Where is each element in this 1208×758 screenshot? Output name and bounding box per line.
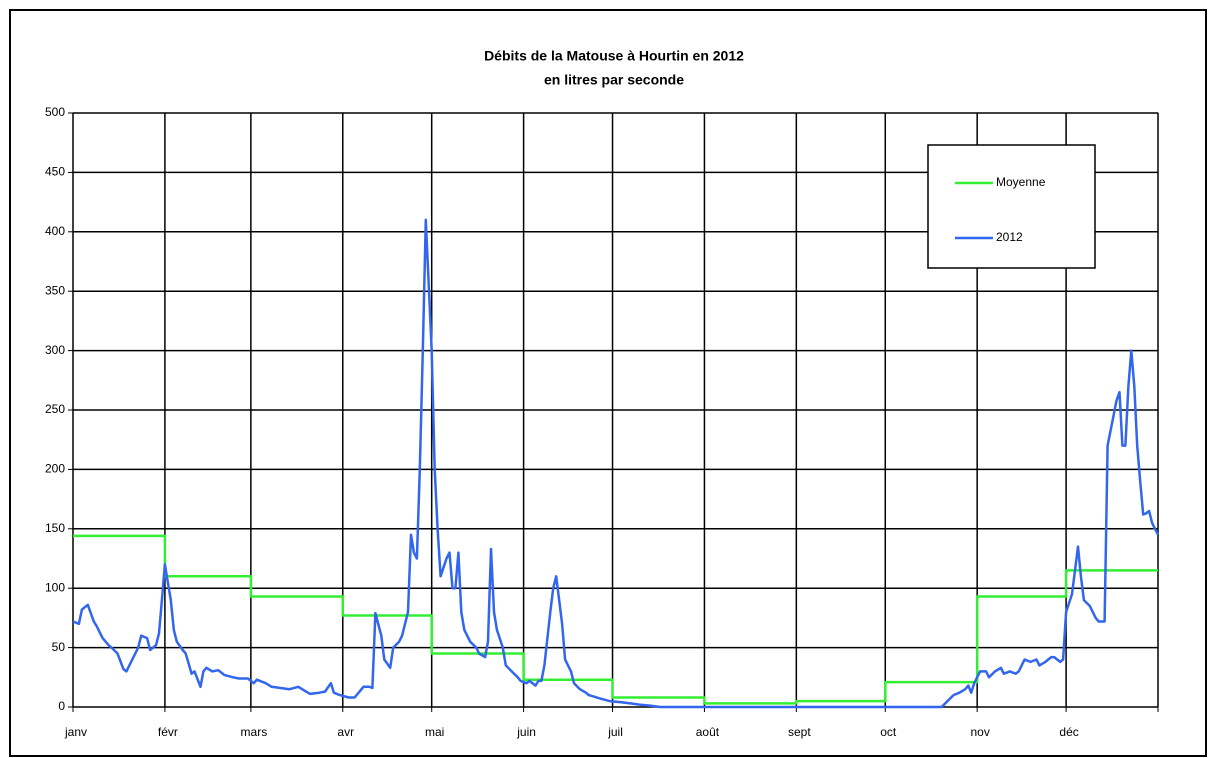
- x-tick-label: janv: [64, 725, 87, 739]
- y-tick-label: 0: [58, 699, 65, 713]
- x-tick-label: mars: [241, 725, 268, 739]
- y-tick-label: 100: [45, 580, 65, 594]
- x-tick-label: oct: [880, 725, 897, 739]
- y-tick-label: 450: [45, 165, 65, 179]
- x-tick-label: juil: [607, 725, 623, 739]
- chart-subtitle: en litres par seconde: [544, 72, 684, 88]
- x-tick-label: déc: [1059, 725, 1078, 739]
- y-tick-label: 150: [45, 521, 65, 535]
- x-tick-label: août: [696, 725, 720, 739]
- x-tick-label: avr: [337, 725, 354, 739]
- x-tick-label: nov: [970, 725, 989, 739]
- y-tick-label: 400: [45, 224, 65, 238]
- series-line: [73, 534, 1158, 705]
- x-tick-label: sept: [788, 725, 811, 739]
- y-tick-label: 300: [45, 343, 65, 357]
- x-tick-label: juin: [516, 725, 536, 739]
- legend-box: [927, 144, 1096, 269]
- y-tick-label: 500: [45, 105, 65, 119]
- legend-label: Moyenne: [996, 175, 1046, 189]
- y-tick-label: 350: [45, 283, 65, 297]
- chart-title: Débits de la Matouse à Hourtin en 2012: [484, 48, 744, 64]
- y-tick-label: 200: [45, 462, 65, 476]
- legend-label: 2012: [996, 230, 1023, 244]
- y-tick-label: 50: [52, 640, 66, 654]
- x-tick-label: févr: [158, 725, 178, 739]
- y-tick-label: 250: [45, 402, 65, 416]
- series-line: [72, 218, 1160, 709]
- x-tick-label: mai: [425, 725, 444, 739]
